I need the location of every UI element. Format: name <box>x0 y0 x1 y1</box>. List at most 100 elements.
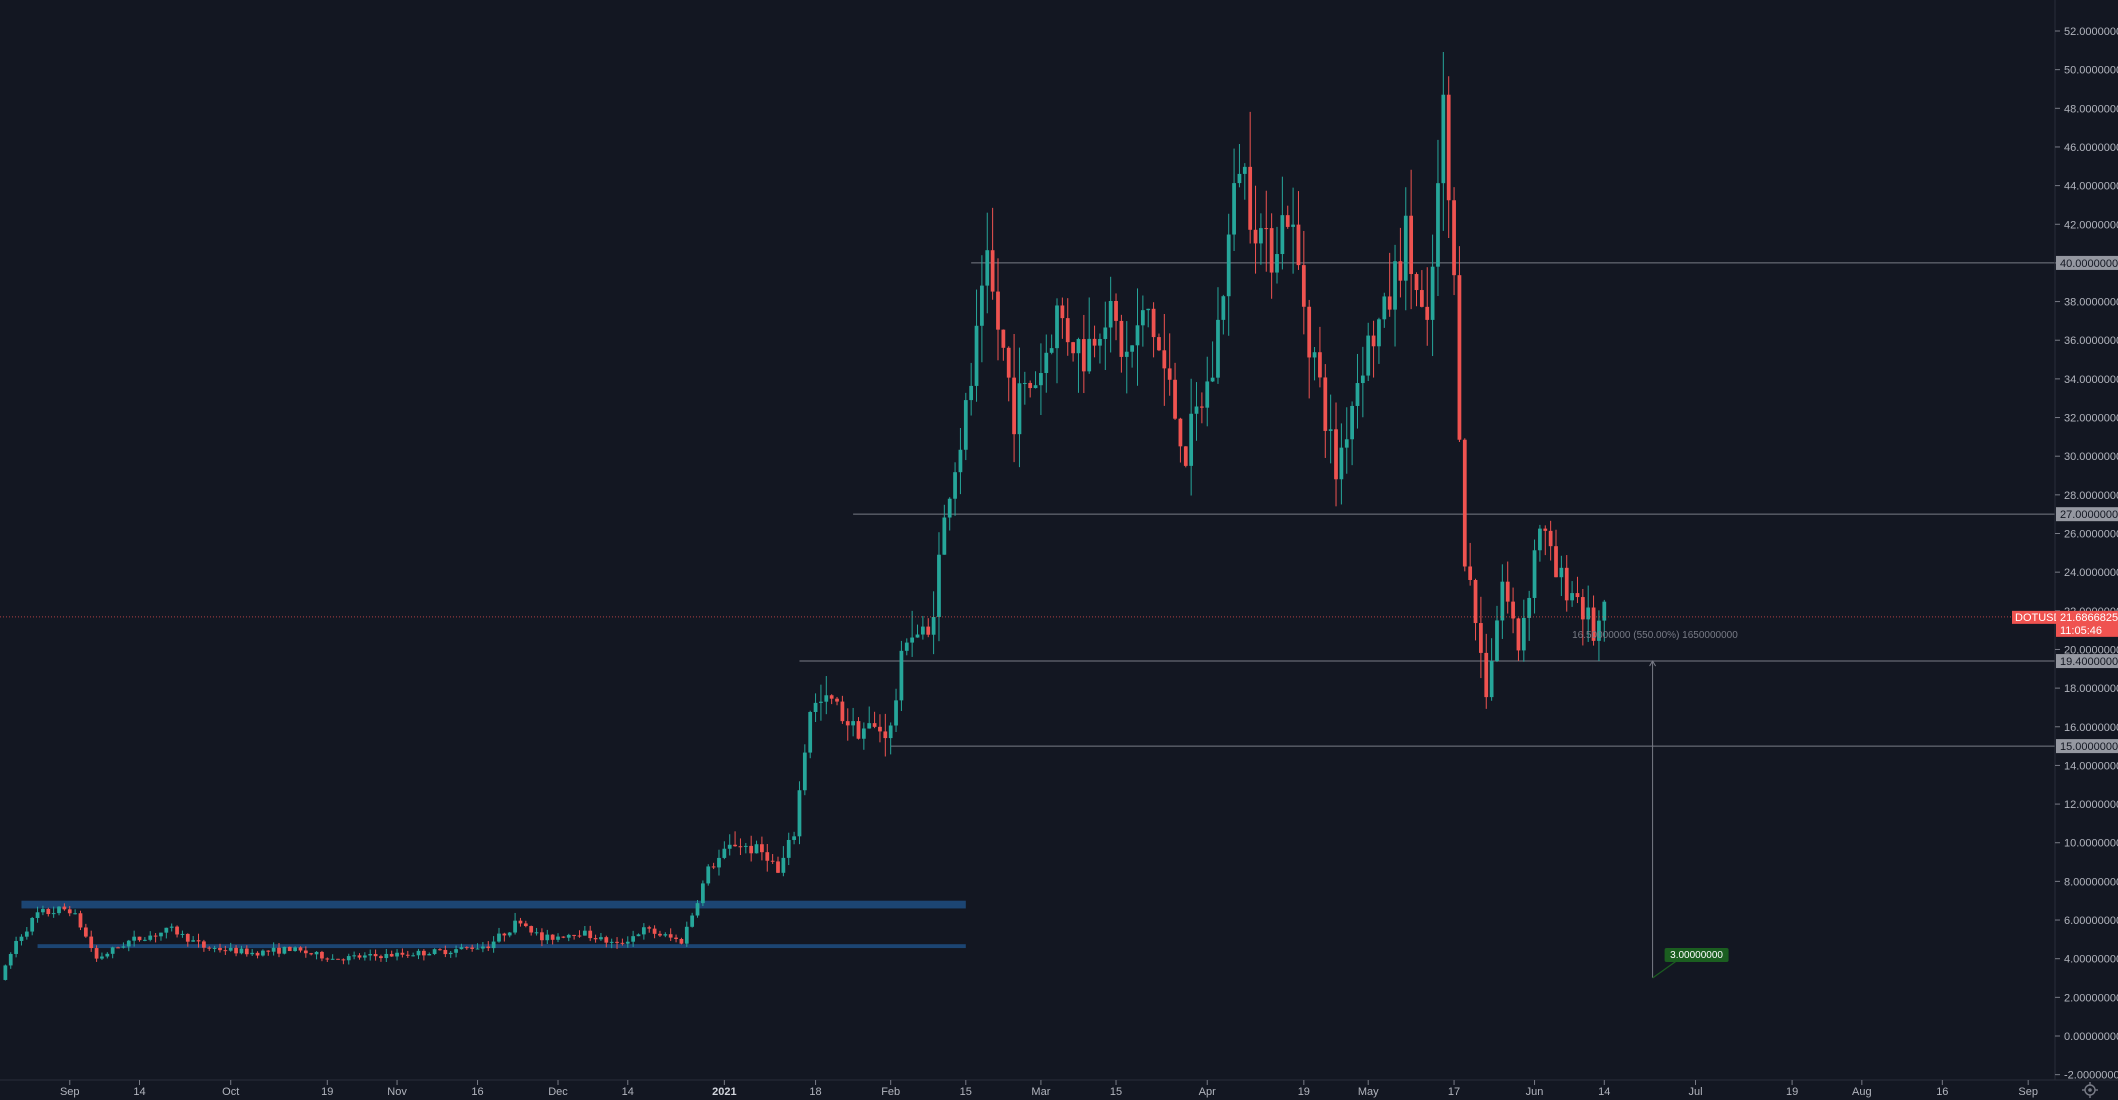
candle[interactable] <box>1597 610 1601 662</box>
candle[interactable] <box>1178 417 1183 463</box>
candle[interactable] <box>421 949 426 961</box>
candle[interactable] <box>432 948 437 956</box>
candle[interactable] <box>3 964 8 981</box>
candle[interactable] <box>1253 185 1258 274</box>
candle[interactable] <box>159 932 163 941</box>
candle[interactable] <box>1355 353 1360 429</box>
candle[interactable] <box>1296 191 1301 270</box>
candle[interactable] <box>126 939 131 952</box>
candle[interactable] <box>405 950 410 958</box>
candle[interactable] <box>1006 346 1011 402</box>
candle[interactable] <box>1382 292 1387 328</box>
candle[interactable] <box>1446 76 1451 239</box>
candle[interactable] <box>346 953 351 965</box>
candle[interactable] <box>1468 542 1473 586</box>
candle[interactable] <box>1377 317 1381 364</box>
candle[interactable] <box>1602 599 1607 642</box>
candle[interactable] <box>250 949 255 956</box>
candle[interactable] <box>100 952 104 960</box>
candle[interactable] <box>228 942 233 952</box>
candle[interactable] <box>985 212 990 314</box>
candle[interactable] <box>647 925 652 933</box>
candle[interactable] <box>169 923 174 932</box>
candle[interactable] <box>164 927 169 939</box>
candle[interactable] <box>1318 326 1322 388</box>
candle[interactable] <box>330 954 335 960</box>
candle[interactable] <box>1419 270 1424 308</box>
candle[interactable] <box>1232 148 1236 252</box>
candle[interactable] <box>1521 599 1526 662</box>
candle[interactable] <box>658 930 662 937</box>
candle[interactable] <box>904 638 909 656</box>
candle[interactable] <box>389 950 394 957</box>
candle[interactable] <box>990 207 995 300</box>
candle[interactable] <box>1500 564 1505 639</box>
candle[interactable] <box>1285 205 1290 229</box>
candle[interactable] <box>325 957 330 962</box>
candle[interactable] <box>8 952 13 969</box>
candle[interactable] <box>78 910 83 931</box>
candle[interactable] <box>1226 213 1231 336</box>
candle[interactable] <box>341 958 346 965</box>
candle[interactable] <box>1259 213 1263 265</box>
candle[interactable] <box>202 939 206 952</box>
candle[interactable] <box>1280 176 1285 270</box>
candle[interactable] <box>1323 364 1328 458</box>
candle[interactable] <box>1033 371 1038 389</box>
candle[interactable] <box>1495 605 1499 663</box>
candle[interactable] <box>89 930 94 952</box>
candle[interactable] <box>765 843 770 872</box>
candle[interactable] <box>507 931 512 938</box>
candle[interactable] <box>411 952 416 957</box>
candle[interactable] <box>400 948 405 958</box>
candle[interactable] <box>695 900 700 918</box>
candle[interactable] <box>609 938 614 949</box>
candle[interactable] <box>379 954 383 962</box>
candle[interactable] <box>30 916 35 936</box>
candle[interactable] <box>1275 226 1279 284</box>
candle[interactable] <box>1044 334 1049 393</box>
settings-gear-icon[interactable] <box>2082 1082 2098 1098</box>
candle[interactable] <box>1360 346 1365 418</box>
candle[interactable] <box>1344 407 1349 474</box>
candle[interactable] <box>851 707 855 737</box>
candle[interactable] <box>786 832 791 866</box>
candle[interactable] <box>1307 299 1312 399</box>
candle[interactable] <box>996 258 1000 361</box>
candle[interactable] <box>1114 293 1118 341</box>
candle[interactable] <box>1484 633 1489 709</box>
candle[interactable] <box>1366 322 1371 382</box>
candle[interactable] <box>615 937 619 949</box>
candle[interactable] <box>491 936 496 953</box>
candle[interactable] <box>845 708 850 741</box>
candle[interactable] <box>1591 595 1596 646</box>
candle[interactable] <box>620 938 625 946</box>
candle[interactable] <box>142 937 147 942</box>
candle[interactable] <box>668 928 673 942</box>
candle[interactable] <box>244 945 249 957</box>
candle[interactable] <box>1430 234 1435 357</box>
candle[interactable] <box>303 946 308 958</box>
candle[interactable] <box>1065 298 1070 356</box>
candle[interactable] <box>1580 588 1585 646</box>
candle[interactable] <box>599 932 603 941</box>
candle[interactable] <box>1098 333 1102 364</box>
candle[interactable] <box>416 948 421 960</box>
candle[interactable] <box>1012 333 1016 463</box>
candle[interactable] <box>1371 320 1376 378</box>
candle[interactable] <box>41 905 45 916</box>
candle[interactable] <box>1124 321 1129 394</box>
candle[interactable] <box>1119 314 1124 373</box>
candle[interactable] <box>207 946 212 951</box>
candle[interactable] <box>652 925 657 939</box>
candle[interactable] <box>1441 52 1446 231</box>
candle[interactable] <box>196 933 201 948</box>
candle[interactable] <box>878 714 882 743</box>
candle[interactable] <box>1452 187 1456 296</box>
candle[interactable] <box>448 950 453 958</box>
candle[interactable] <box>722 841 727 860</box>
candle[interactable] <box>132 930 137 947</box>
candle[interactable] <box>577 930 582 938</box>
candle[interactable] <box>1339 423 1344 505</box>
